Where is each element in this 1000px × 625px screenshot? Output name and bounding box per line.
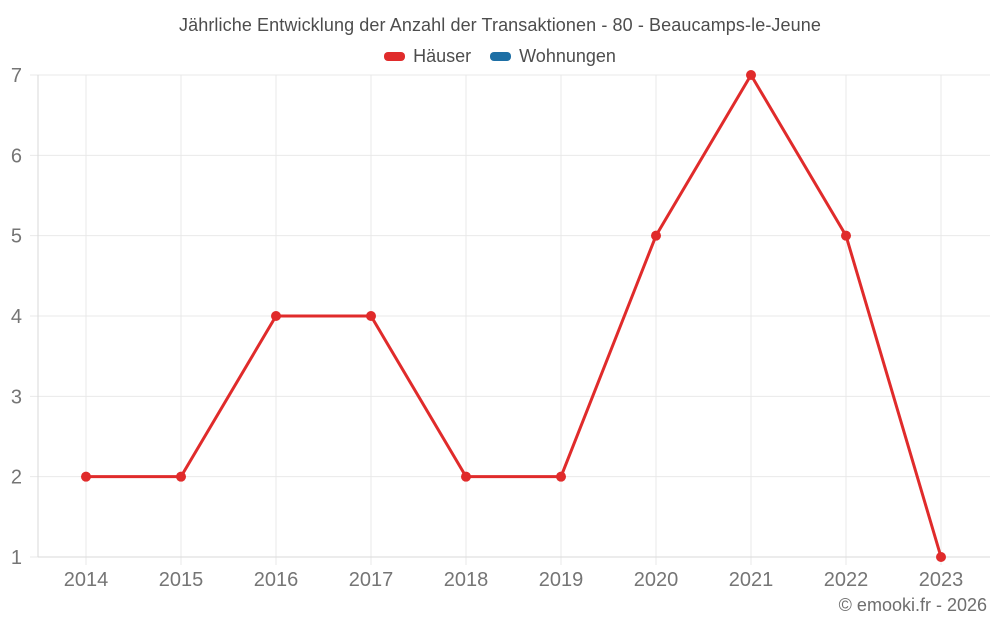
svg-text:2019: 2019: [539, 569, 584, 591]
haeuser-series-swatch-icon: [384, 51, 406, 61]
svg-text:2021: 2021: [729, 569, 774, 591]
svg-text:2018: 2018: [444, 569, 489, 591]
chart-legend: Häuser Wohnungen: [0, 45, 1000, 67]
svg-text:6: 6: [11, 145, 22, 167]
svg-text:3: 3: [11, 386, 22, 408]
svg-text:1: 1: [11, 547, 22, 569]
svg-text:2020: 2020: [634, 569, 679, 591]
legend-item-wohnungen[interactable]: Wohnungen: [490, 46, 616, 67]
svg-text:4: 4: [11, 306, 22, 328]
svg-text:2022: 2022: [824, 569, 869, 591]
legend-label-haeuser: Häuser: [413, 45, 472, 66]
legend-label-wohnungen: Wohnungen: [519, 45, 616, 66]
chart-title: Jährliche Entwicklung der Anzahl der Tra…: [179, 15, 821, 35]
svg-text:2017: 2017: [349, 569, 394, 591]
svg-text:5: 5: [11, 226, 22, 248]
wohnungen-series-swatch-icon: [490, 51, 512, 61]
legend-item-haeuser[interactable]: Häuser: [384, 46, 471, 67]
copyright-text: © emooki.fr - 2026: [838, 595, 987, 615]
svg-text:2014: 2014: [64, 569, 109, 591]
svg-text:2023: 2023: [919, 569, 964, 591]
svg-text:2016: 2016: [254, 569, 299, 591]
svg-text:2015: 2015: [159, 569, 204, 591]
svg-text:7: 7: [11, 65, 22, 87]
svg-text:2: 2: [11, 467, 22, 489]
